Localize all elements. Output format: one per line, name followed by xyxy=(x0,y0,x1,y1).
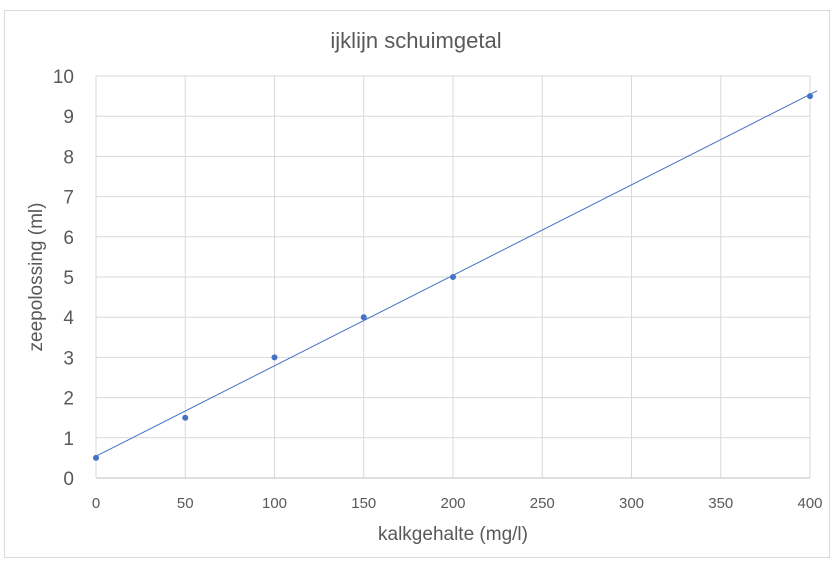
y-tick-label: 0 xyxy=(63,469,74,490)
data-point xyxy=(450,274,456,280)
chart-title: ijklijn schuimgetal xyxy=(330,28,501,53)
y-tick-label: 7 xyxy=(63,188,74,209)
x-tick-label: 400 xyxy=(797,495,822,512)
y-tick-label: 2 xyxy=(63,389,74,410)
y-tick-label: 5 xyxy=(63,268,74,289)
x-tick-label: 100 xyxy=(262,495,287,512)
y-tick-label: 10 xyxy=(53,67,74,88)
trendline-layer xyxy=(95,90,818,457)
y-tick-label: 3 xyxy=(63,348,74,369)
x-tick-label: 300 xyxy=(619,495,644,512)
y-tick-label: 8 xyxy=(63,147,74,168)
x-tick-label: 350 xyxy=(708,495,733,512)
y-axis-title: zeepolossing (ml) xyxy=(26,203,47,352)
x-tick-label: 150 xyxy=(351,495,376,512)
trendline xyxy=(95,90,818,457)
chart-area xyxy=(4,10,830,558)
y-tick-label: 6 xyxy=(63,228,74,249)
y-tick-label: 4 xyxy=(63,308,74,329)
data-point xyxy=(360,314,367,321)
y-tick-label: 9 xyxy=(63,107,74,128)
data-points xyxy=(93,93,813,461)
x-tick-label: 200 xyxy=(440,495,465,512)
x-tick-label: 0 xyxy=(92,495,100,512)
x-tick-label: 50 xyxy=(177,495,194,512)
y-tick-label: 1 xyxy=(63,429,74,450)
gridlines xyxy=(95,75,811,478)
data-point xyxy=(182,414,189,421)
x-axis-title: kalkgehalte (mg/l) xyxy=(378,524,528,545)
data-point xyxy=(93,454,99,461)
data-point xyxy=(807,93,813,100)
data-point xyxy=(271,354,278,361)
x-tick-label: 250 xyxy=(530,495,555,512)
